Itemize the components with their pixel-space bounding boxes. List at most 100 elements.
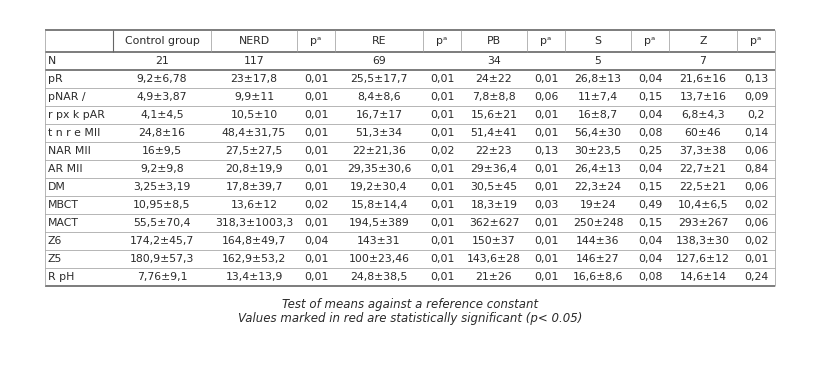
Text: 0,04: 0,04 [637,164,662,174]
Text: pR: pR [48,74,62,84]
Text: 117: 117 [243,56,264,66]
Text: 0,01: 0,01 [304,74,328,84]
Text: 100±23,46: 100±23,46 [348,254,409,264]
Text: 0,01: 0,01 [429,92,454,102]
Text: 0,01: 0,01 [743,254,767,264]
Text: 29±36,4: 29±36,4 [470,164,517,174]
Text: 26,4±13: 26,4±13 [574,164,621,174]
Text: 13,4±13,9: 13,4±13,9 [225,272,283,282]
Text: 24,8±38,5: 24,8±38,5 [350,272,407,282]
Text: 55,5±70,4: 55,5±70,4 [133,218,191,228]
Text: 0,01: 0,01 [533,182,558,192]
Text: 0,13: 0,13 [743,74,767,84]
Text: 16,6±8,6: 16,6±8,6 [572,272,622,282]
Text: 0,02: 0,02 [743,200,767,210]
Text: 16,7±17: 16,7±17 [355,110,402,120]
Text: 9,9±11: 9,9±11 [233,92,274,102]
Text: 0,24: 0,24 [743,272,767,282]
Text: NAR MII: NAR MII [48,146,91,156]
Text: 60±46: 60±46 [684,128,721,138]
Text: Test of means against a reference constant: Test of means against a reference consta… [282,298,537,311]
Text: 0,01: 0,01 [533,128,558,138]
Text: 0,15: 0,15 [637,218,661,228]
Text: 180,9±57,3: 180,9±57,3 [129,254,194,264]
Text: 14,6±14: 14,6±14 [679,272,726,282]
Text: 9,2±6,78: 9,2±6,78 [137,74,187,84]
Text: 0,04: 0,04 [637,254,662,264]
Text: 17,8±39,7: 17,8±39,7 [225,182,283,192]
Text: 0,02: 0,02 [429,146,454,156]
Text: Values marked in red are statistically significant (p< 0.05): Values marked in red are statistically s… [238,312,581,325]
Text: 162,9±53,2: 162,9±53,2 [222,254,286,264]
Text: 0,01: 0,01 [304,272,328,282]
Text: 0,01: 0,01 [304,164,328,174]
Text: 23±17,8: 23±17,8 [230,74,277,84]
Text: 0,84: 0,84 [743,164,767,174]
Text: 0,01: 0,01 [533,110,558,120]
Text: 21: 21 [155,56,169,66]
Text: 0,01: 0,01 [304,110,328,120]
Text: 194,5±389: 194,5±389 [348,218,409,228]
Text: 143,6±28: 143,6±28 [467,254,520,264]
Text: 250±248: 250±248 [572,218,622,228]
Text: 10,95±8,5: 10,95±8,5 [133,200,191,210]
Text: 0,01: 0,01 [304,92,328,102]
Text: 318,3±1003,3: 318,3±1003,3 [215,218,292,228]
Text: 27,5±27,5: 27,5±27,5 [225,146,283,156]
Text: 22±23: 22±23 [475,146,512,156]
Text: 15,6±21: 15,6±21 [470,110,517,120]
Text: MBCT: MBCT [48,200,79,210]
Text: 144±36: 144±36 [576,236,619,246]
Text: t n r e MII: t n r e MII [48,128,100,138]
Text: 0,08: 0,08 [637,128,662,138]
Text: 0,01: 0,01 [429,128,454,138]
Text: 143±31: 143±31 [357,236,400,246]
Text: 15,8±14,4: 15,8±14,4 [350,200,407,210]
Text: 10,4±6,5: 10,4±6,5 [676,200,727,210]
Text: 19,2±30,4: 19,2±30,4 [350,182,407,192]
Text: 22±21,36: 22±21,36 [351,146,405,156]
Text: 24±22: 24±22 [475,74,512,84]
Text: 0,03: 0,03 [533,200,558,210]
Text: 20,8±19,9: 20,8±19,9 [225,164,283,174]
Text: 16±9,5: 16±9,5 [142,146,182,156]
Text: 0,09: 0,09 [743,92,767,102]
Text: 293±267: 293±267 [677,218,727,228]
Text: PB: PB [486,36,500,46]
Text: 21,6±16: 21,6±16 [679,74,726,84]
Text: 13,6±12: 13,6±12 [230,200,277,210]
Text: 8,4±8,6: 8,4±8,6 [357,92,400,102]
Text: 0,01: 0,01 [429,236,454,246]
Text: 4,9±3,87: 4,9±3,87 [137,92,187,102]
Text: 18,3±19: 18,3±19 [470,200,517,210]
Text: 0,25: 0,25 [637,146,661,156]
Text: 19±24: 19±24 [579,200,616,210]
Text: 0,01: 0,01 [429,254,454,264]
Text: 0,01: 0,01 [533,272,558,282]
Text: 51,3±34: 51,3±34 [355,128,402,138]
Text: 26,8±13: 26,8±13 [574,74,621,84]
Text: 4,1±4,5: 4,1±4,5 [140,110,183,120]
Text: 22,3±24: 22,3±24 [574,182,621,192]
Text: 0,01: 0,01 [429,182,454,192]
Text: pᵃ: pᵃ [436,36,447,46]
Text: 37,3±38: 37,3±38 [679,146,726,156]
Text: 6,8±4,3: 6,8±4,3 [681,110,724,120]
Text: pᵃ: pᵃ [540,36,551,46]
Text: 48,4±31,75: 48,4±31,75 [222,128,286,138]
Text: 0,14: 0,14 [743,128,767,138]
Text: R pH: R pH [48,272,75,282]
Text: 0,01: 0,01 [304,182,328,192]
Text: 0,02: 0,02 [304,200,328,210]
Text: 127,6±12: 127,6±12 [675,254,729,264]
Text: 0,01: 0,01 [533,74,558,84]
Text: Z5: Z5 [48,254,62,264]
Text: 0,01: 0,01 [304,128,328,138]
Text: 56,4±30: 56,4±30 [574,128,621,138]
Text: 30,5±45: 30,5±45 [470,182,517,192]
Text: 0,04: 0,04 [637,110,662,120]
Text: 0,02: 0,02 [743,236,767,246]
Text: 29,35±30,6: 29,35±30,6 [346,164,410,174]
Text: 0,01: 0,01 [533,236,558,246]
Text: 0,01: 0,01 [429,218,454,228]
